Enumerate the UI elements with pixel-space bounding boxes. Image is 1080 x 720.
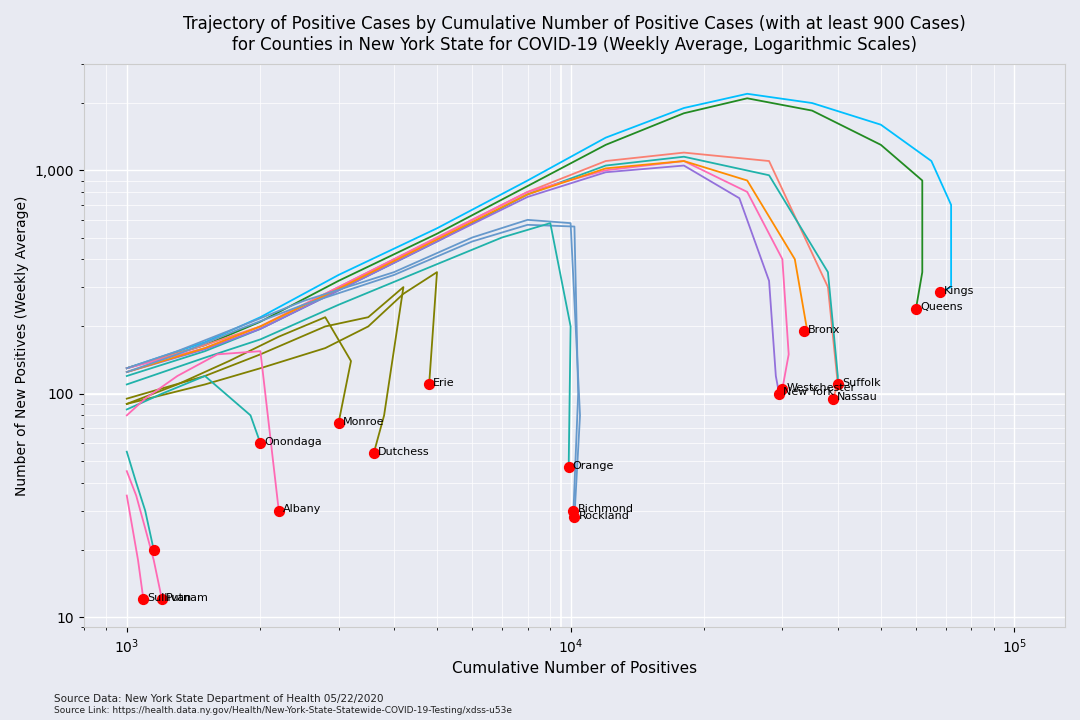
Text: Queens: Queens — [920, 302, 962, 312]
Text: Erie: Erie — [433, 378, 455, 388]
Text: Dutchess: Dutchess — [378, 447, 430, 457]
Text: Source Data: New York State Department of Health 05/22/2020: Source Data: New York State Department o… — [54, 694, 383, 704]
Point — [270, 505, 287, 516]
Text: Kings: Kings — [944, 286, 974, 296]
Text: Source Link: https://health.data.ny.gov/Health/New-York-State-Statewide-COVID-19: Source Link: https://health.data.ny.gov/… — [54, 706, 512, 715]
Point — [773, 383, 791, 395]
Point — [566, 511, 583, 523]
Point — [907, 303, 924, 315]
Text: Nassau: Nassau — [837, 392, 878, 402]
Text: Bronx: Bronx — [808, 325, 840, 335]
Text: Albany: Albany — [283, 504, 322, 514]
Text: Putnam: Putnam — [166, 593, 208, 603]
Point — [565, 505, 582, 516]
Text: Suffolk: Suffolk — [842, 378, 880, 388]
Point — [365, 448, 382, 459]
Point — [329, 417, 347, 428]
Point — [561, 462, 578, 473]
Point — [770, 388, 787, 400]
X-axis label: Cumulative Number of Positives: Cumulative Number of Positives — [451, 661, 697, 676]
Point — [795, 325, 812, 337]
Text: Onondaga: Onondaga — [265, 437, 322, 447]
Text: Rockland: Rockland — [579, 510, 630, 521]
Point — [824, 393, 841, 405]
Text: Monroe: Monroe — [342, 416, 384, 426]
Text: Richmond: Richmond — [578, 504, 634, 514]
Title: Trajectory of Positive Cases by Cumulative Number of Positive Cases (with at lea: Trajectory of Positive Cases by Cumulati… — [183, 15, 966, 54]
Text: Westchester: Westchester — [786, 382, 855, 392]
Point — [145, 544, 162, 556]
Point — [153, 594, 171, 606]
Text: Sullivan: Sullivan — [148, 593, 192, 603]
Text: New York: New York — [783, 387, 834, 397]
Point — [931, 287, 948, 298]
Y-axis label: Number of New Positives (Weekly Average): Number of New Positives (Weekly Average) — [15, 195, 29, 495]
Point — [829, 379, 847, 390]
Point — [135, 594, 152, 606]
Point — [252, 438, 269, 449]
Point — [420, 379, 437, 390]
Text: Orange: Orange — [572, 461, 615, 471]
